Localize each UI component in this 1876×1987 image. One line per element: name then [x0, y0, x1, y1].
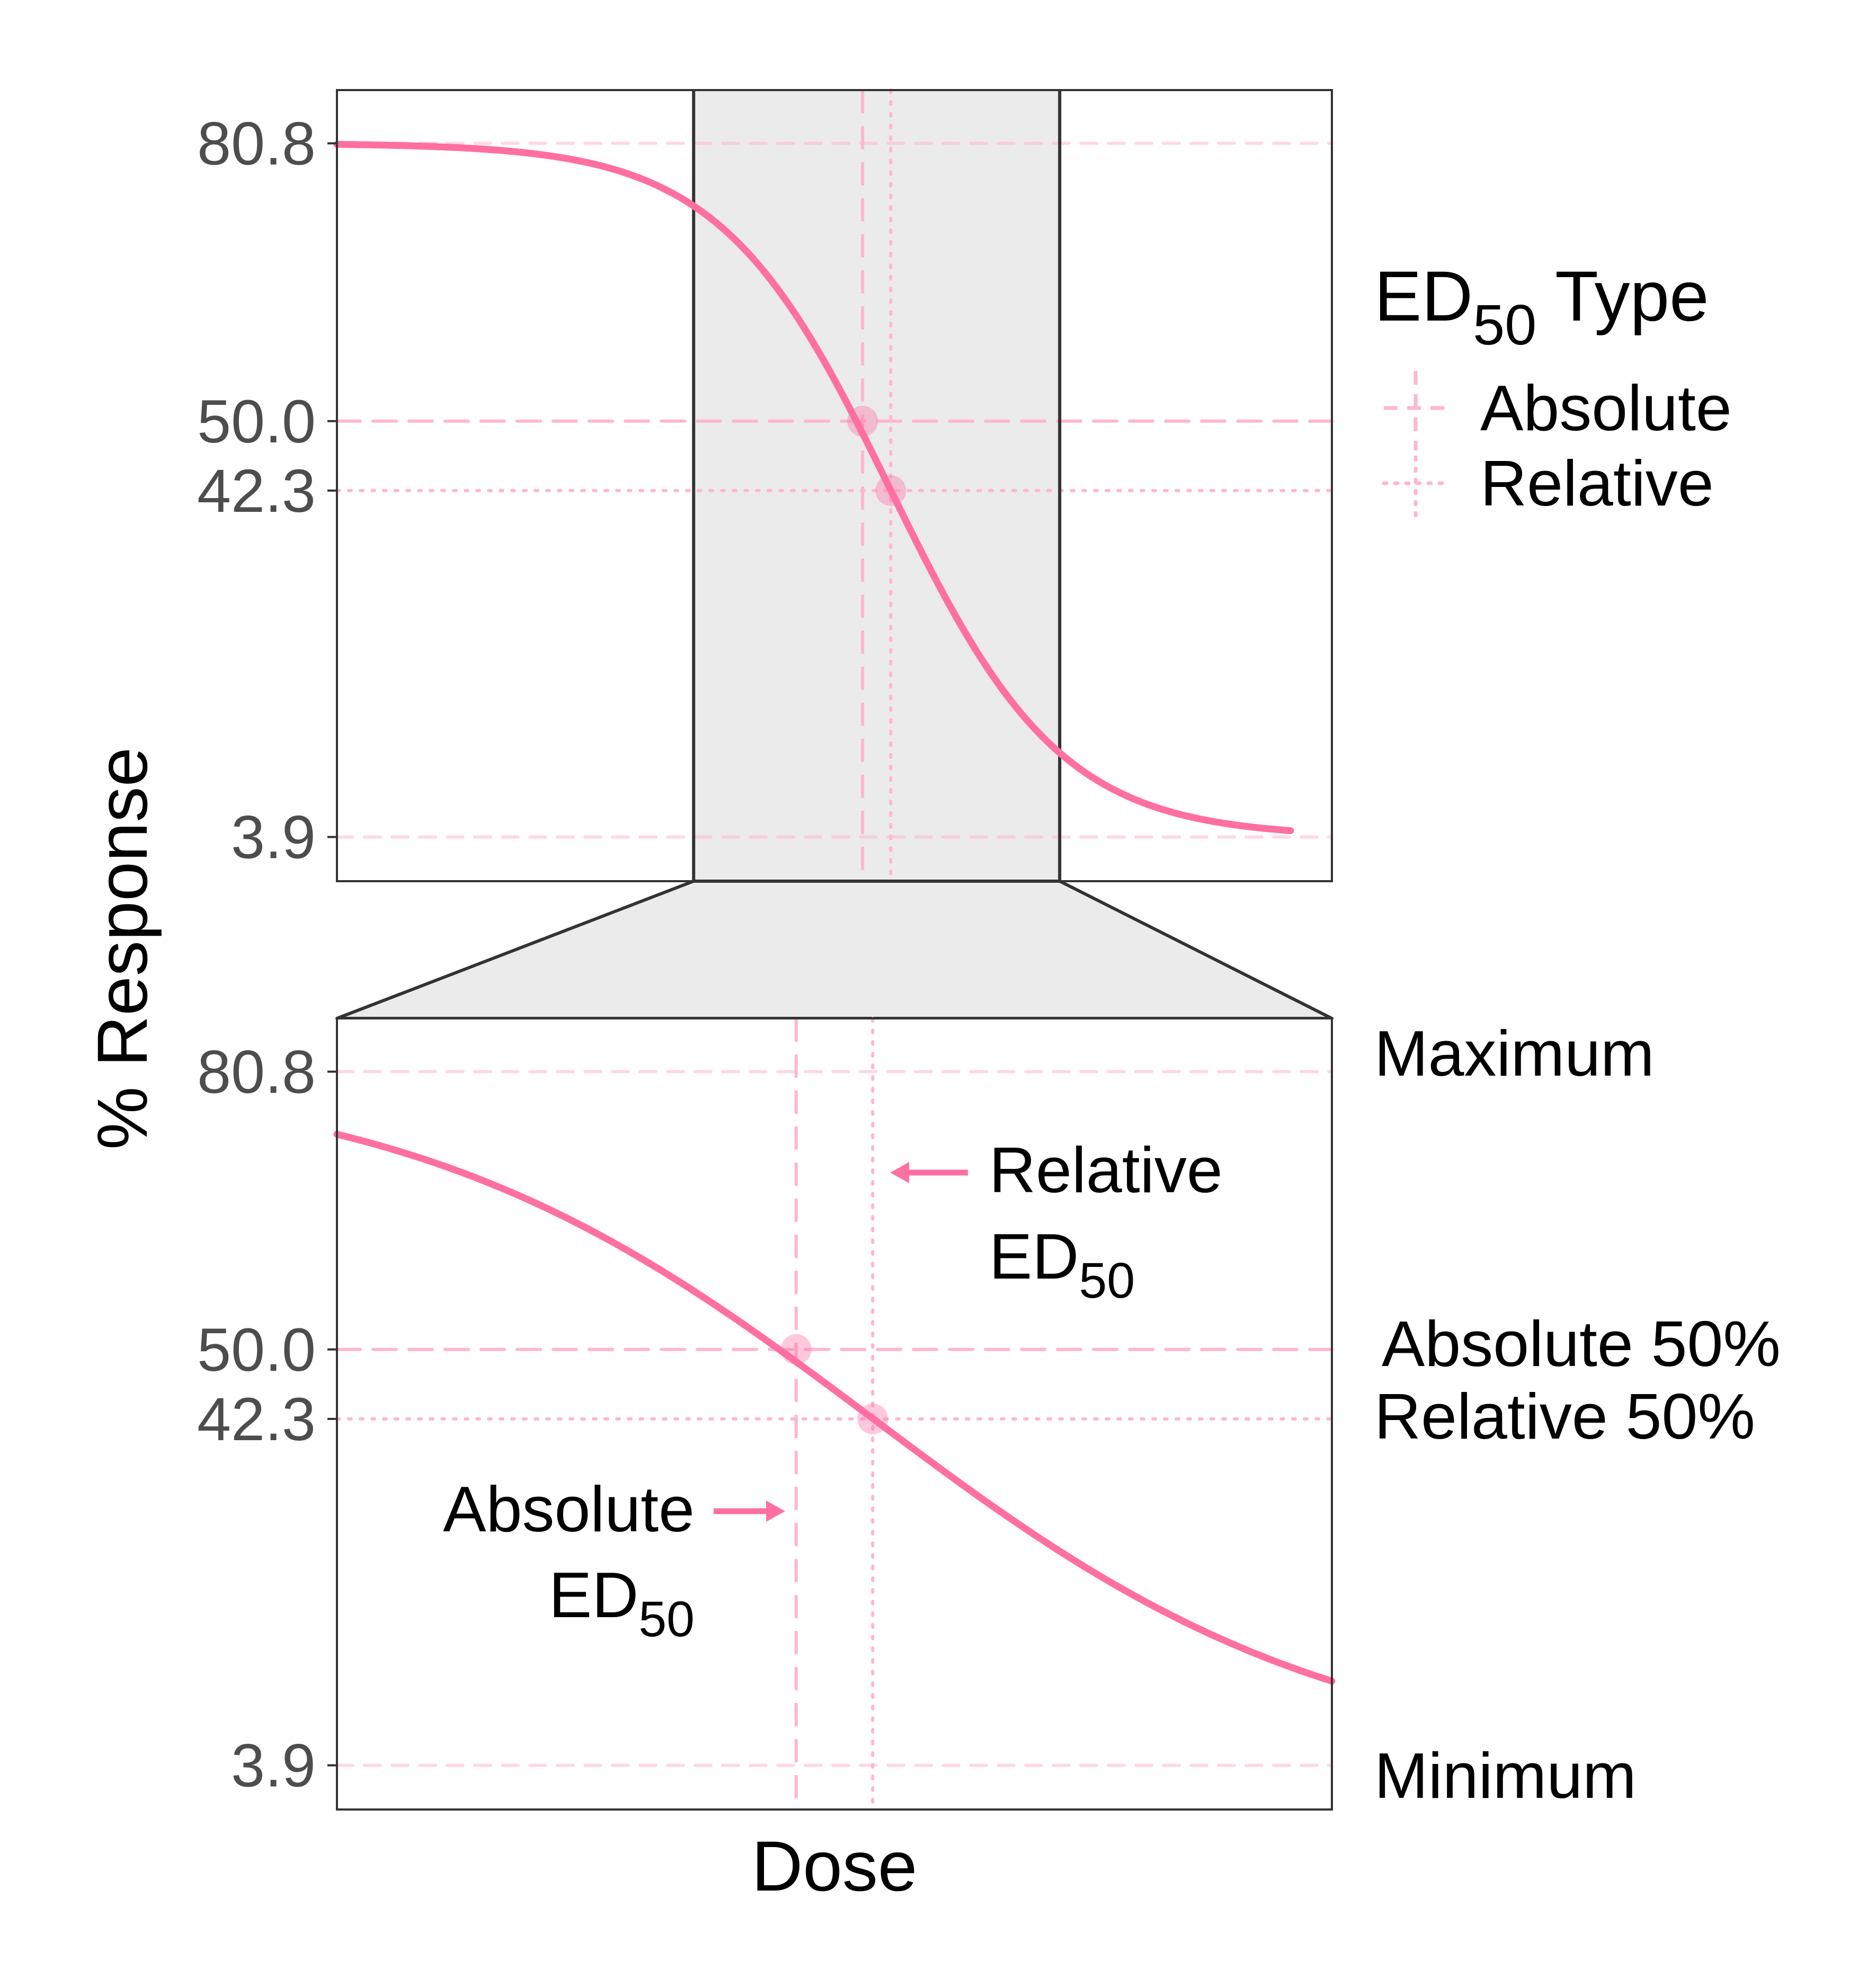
- legend-item-absolute: Absolute: [1384, 371, 1732, 445]
- top-y-tick-label: 3.9: [231, 804, 316, 872]
- bottom-y-tick-label: 80.8: [197, 1038, 316, 1106]
- legend-title: ED50 Type: [1374, 257, 1709, 357]
- top-dose-response-curve: [333, 140, 1294, 835]
- bottom-y-tick-label: 42.3: [197, 1386, 316, 1453]
- top-reference-lines: [335, 141, 1333, 839]
- bottom-y-tick-label: 50.0: [197, 1316, 316, 1384]
- zoom-connector: [335, 880, 1333, 1020]
- bottom-reference-lines: [335, 1070, 1333, 1767]
- top-y-tick-label: 80.8: [197, 110, 316, 178]
- top-y-tick-label: 50.0: [197, 388, 316, 456]
- zoom-region-band: [694, 90, 1060, 881]
- minimum-label: Minimum: [1374, 1740, 1637, 1812]
- bottom-absolute-ed50-point: [780, 1334, 812, 1365]
- absolute-ed50-annotation: Absolute ED50: [443, 1473, 785, 1647]
- bottom-y-tick-label: 3.9: [231, 1732, 316, 1800]
- absolute-ed50-arrow-head: [766, 1501, 785, 1522]
- absolute-ed50-label-line1: Absolute: [443, 1473, 695, 1545]
- x-axis-label: Dose: [752, 1827, 918, 1906]
- top-absolute-ed50-point: [847, 405, 878, 437]
- y-axis-label: % Response: [83, 747, 162, 1150]
- relative-ed50-arrow-head: [890, 1162, 910, 1183]
- legend-item-relative: Relative: [1382, 444, 1714, 522]
- bottom-dose-response-curve: [333, 1131, 1336, 1685]
- bottom-ed50-vertical-lines: [794, 1017, 875, 1811]
- relative-ed50-annotation: Relative ED50: [890, 1134, 1223, 1309]
- relative-ed50-label-line1: Relative: [989, 1134, 1223, 1206]
- legend-key-dashed: [1384, 371, 1447, 445]
- legend-label-absolute: Absolute: [1480, 372, 1732, 444]
- bottom-y-axis: 80.8 50.0 42.3 3.9: [197, 1038, 337, 1800]
- absolute-ed50-label-line2: ED50: [549, 1559, 695, 1647]
- bottom-panel-border: [336, 1017, 1333, 1811]
- maximum-label: Maximum: [1374, 1017, 1655, 1089]
- relative-ed50-label-line2: ED50: [989, 1220, 1135, 1309]
- legend: ED50 Type Absolute Relative: [1374, 257, 1732, 522]
- relative-50-label: Relative 50%: [1374, 1380, 1755, 1452]
- top-relative-ed50-point: [875, 475, 906, 506]
- bottom-relative-ed50-point: [857, 1403, 888, 1434]
- bottom-panel-background: [337, 1018, 1332, 1809]
- top-panel: 80.8 50.0 42.3 3.9: [197, 88, 1333, 883]
- top-y-tick-label: 42.3: [197, 457, 316, 525]
- top-y-axis: 80.8 50.0 42.3 3.9: [197, 110, 337, 872]
- legend-key-dotted: [1382, 444, 1450, 522]
- bottom-panel: 80.8 50.0 42.3 3.9 Relative ED50 Absolut…: [197, 1017, 1336, 1811]
- legend-label-relative: Relative: [1480, 447, 1714, 519]
- absolute-50-label: Absolute 50%: [1382, 1308, 1781, 1380]
- reference-level-labels: Maximum Absolute 50% Relative 50% Minimu…: [1374, 1017, 1781, 1812]
